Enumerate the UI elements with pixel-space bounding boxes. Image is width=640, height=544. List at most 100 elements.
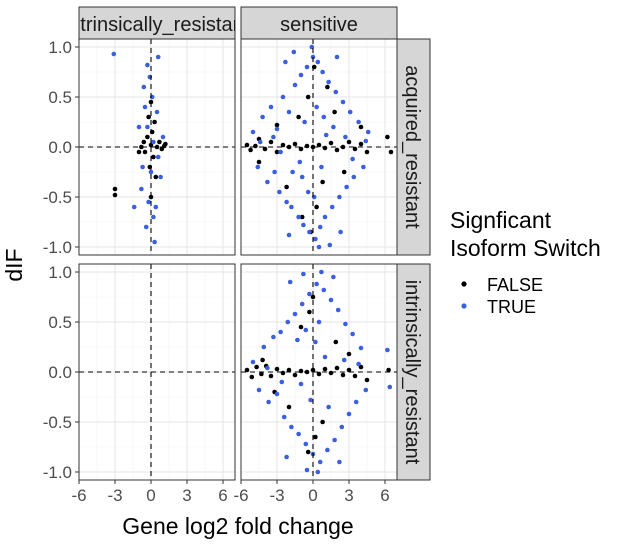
point-false	[244, 142, 250, 148]
point-false	[145, 134, 150, 140]
y-tick-label: 0.0	[48, 363, 72, 382]
point-true	[358, 345, 364, 351]
point-false	[141, 139, 147, 145]
point-false	[388, 149, 394, 155]
strip-row-intrinsically-resistant: intrinsically_resistant	[396, 263, 431, 481]
point-true	[265, 179, 270, 185]
point-true	[131, 204, 137, 210]
series-true	[250, 269, 393, 475]
point-true	[145, 62, 150, 68]
point-true	[340, 99, 346, 105]
point-false	[298, 146, 304, 152]
point-true	[295, 337, 300, 343]
point-true	[317, 224, 323, 230]
point-false	[364, 149, 370, 155]
point-false	[256, 159, 262, 165]
y-tick-label: 0.0	[48, 138, 72, 157]
point-true	[136, 124, 142, 130]
point-true	[139, 186, 144, 192]
point-false	[163, 141, 168, 147]
point-true	[322, 354, 328, 360]
y-tick-label: -1.0	[43, 463, 72, 482]
point-false	[334, 147, 340, 153]
point-true	[363, 387, 369, 393]
point-true	[155, 54, 161, 60]
panel-sensitive-by-acquired-resistant	[240, 38, 398, 256]
x-tick-label: 6	[218, 486, 227, 505]
legend-title-line-2: Isoform Switch	[450, 235, 601, 261]
point-true	[329, 204, 335, 210]
point-false	[254, 364, 259, 370]
point-true	[289, 424, 294, 430]
point-true	[278, 149, 283, 155]
point-true	[326, 79, 331, 85]
point-true	[327, 242, 333, 248]
point-true	[266, 399, 271, 405]
point-true	[317, 459, 323, 465]
point-false	[340, 372, 346, 378]
point-true	[158, 174, 163, 180]
point-false	[146, 114, 151, 120]
point-true	[325, 447, 330, 453]
point-true	[361, 164, 366, 170]
point-true	[314, 104, 319, 110]
point-true	[305, 189, 311, 195]
point-false	[334, 365, 340, 371]
point-true	[315, 59, 321, 65]
point-true	[323, 132, 329, 138]
legend-label-false: FALSE	[487, 275, 543, 295]
point-true	[155, 154, 161, 160]
point-false	[364, 377, 370, 383]
point-true	[154, 109, 160, 115]
point-true	[363, 138, 369, 144]
point-true	[279, 379, 285, 385]
point-true	[284, 199, 289, 205]
point-false	[341, 169, 347, 175]
y-tick-label: 0.5	[48, 313, 72, 332]
y-axis-label: dIF	[1, 248, 27, 281]
point-true	[304, 64, 310, 70]
point-false	[139, 144, 144, 150]
point-true	[326, 404, 331, 410]
point-false	[325, 84, 330, 90]
point-false	[286, 404, 292, 410]
point-false	[328, 370, 334, 376]
point-false	[268, 373, 274, 379]
point-false	[299, 214, 305, 220]
panel-intrinsically-resistant-by-acquired-resistant	[78, 38, 236, 256]
point-false	[248, 147, 253, 153]
panel-sensitive-by-intrinsically-resistant	[240, 263, 398, 481]
point-true	[346, 411, 352, 417]
point-true	[152, 239, 157, 245]
point-true	[365, 129, 371, 135]
point-true	[338, 229, 343, 235]
strip-column-sensitive: sensitive	[240, 6, 398, 40]
point-false	[298, 368, 304, 374]
point-true	[281, 414, 287, 420]
point-true	[314, 281, 319, 287]
point-false	[314, 204, 319, 210]
point-true	[319, 269, 324, 275]
point-false	[292, 141, 298, 147]
point-true	[333, 89, 339, 95]
point-false	[259, 371, 264, 377]
series-false	[244, 294, 391, 455]
point-true	[350, 156, 355, 162]
point-false	[151, 154, 156, 160]
point-true	[339, 424, 345, 430]
point-true	[353, 399, 359, 405]
point-false	[153, 174, 159, 180]
point-true	[301, 222, 306, 228]
point-false	[304, 143, 310, 149]
point-true	[143, 224, 149, 230]
point-false	[358, 124, 364, 130]
point-false	[332, 109, 337, 115]
strip-background	[396, 38, 431, 256]
point-false	[286, 367, 292, 373]
y-tick-label: 1.0	[48, 263, 72, 282]
point-true	[160, 134, 166, 140]
point-true	[151, 139, 156, 145]
point-false	[346, 367, 352, 373]
point-true	[286, 109, 292, 115]
point-true	[287, 279, 293, 285]
